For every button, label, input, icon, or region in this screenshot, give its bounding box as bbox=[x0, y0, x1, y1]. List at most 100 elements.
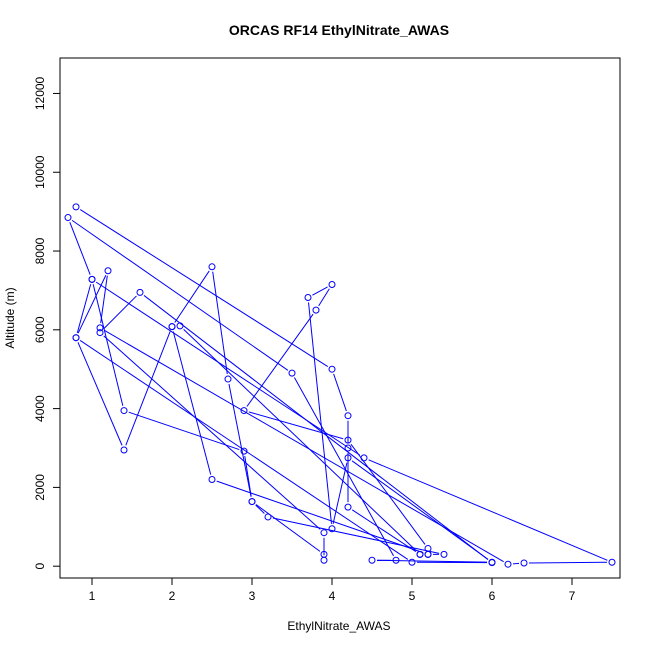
series-segment bbox=[103, 295, 137, 330]
data-point bbox=[320, 529, 328, 537]
data-point bbox=[304, 294, 312, 302]
data-point bbox=[96, 324, 104, 332]
data-point bbox=[88, 275, 96, 283]
data-point bbox=[312, 306, 320, 314]
series-segment bbox=[125, 331, 171, 446]
data-point bbox=[264, 513, 272, 521]
data-point bbox=[520, 559, 528, 567]
x-tick-label: 1 bbox=[89, 589, 96, 603]
series-segment bbox=[128, 411, 240, 451]
series-segment bbox=[92, 284, 124, 406]
y-tick-label: 4000 bbox=[33, 395, 47, 422]
data-point bbox=[504, 560, 512, 568]
x-tick-label: 5 bbox=[409, 589, 416, 603]
data-point bbox=[416, 550, 424, 558]
data-point bbox=[328, 365, 336, 373]
series-segment bbox=[228, 383, 252, 497]
data-point bbox=[344, 444, 352, 452]
series-segment bbox=[255, 504, 265, 514]
series-segment bbox=[95, 281, 361, 456]
x-tick-label: 3 bbox=[249, 589, 256, 603]
data-point bbox=[224, 375, 232, 383]
series-segment bbox=[293, 377, 395, 557]
series-lines bbox=[69, 209, 608, 565]
x-tick-label: 4 bbox=[329, 589, 336, 603]
data-point bbox=[392, 556, 400, 564]
x-tick-label: 2 bbox=[169, 589, 176, 603]
data-point bbox=[328, 281, 336, 289]
series-segment bbox=[351, 460, 489, 560]
y-tick-label: 10000 bbox=[33, 155, 47, 189]
y-axis-label: Altitude (m) bbox=[3, 287, 17, 348]
x-axis-label: EthylNitrate_AWAS bbox=[287, 619, 390, 633]
data-point bbox=[176, 322, 184, 330]
series-segment bbox=[368, 459, 608, 561]
data-point bbox=[72, 203, 80, 211]
series-segment bbox=[351, 509, 417, 553]
data-point bbox=[120, 446, 128, 454]
series-segment bbox=[244, 456, 252, 497]
x-tick-label: 7 bbox=[569, 589, 576, 603]
data-point bbox=[344, 454, 352, 462]
plot-frame bbox=[59, 57, 621, 579]
y-tick-label: 8000 bbox=[33, 237, 47, 264]
data-point bbox=[440, 550, 448, 558]
series-segment bbox=[79, 209, 329, 367]
data-point bbox=[424, 550, 432, 558]
x-tick-label: 6 bbox=[489, 589, 496, 603]
data-point bbox=[120, 407, 128, 415]
data-point bbox=[208, 476, 216, 484]
data-point bbox=[64, 214, 72, 222]
series-segment bbox=[332, 462, 348, 524]
data-point bbox=[344, 503, 352, 511]
series-segment bbox=[104, 329, 504, 563]
series-segment bbox=[174, 270, 210, 323]
data-point bbox=[136, 288, 144, 296]
y-tick-label: 12000 bbox=[33, 76, 47, 110]
series-segment bbox=[172, 331, 212, 475]
data-point bbox=[288, 369, 296, 377]
data-point bbox=[408, 558, 416, 566]
data-point bbox=[240, 447, 248, 455]
series-points bbox=[64, 203, 616, 568]
series-segment bbox=[312, 286, 328, 296]
data-point bbox=[248, 498, 256, 506]
data-point bbox=[240, 407, 248, 415]
y-tick-label: 2000 bbox=[33, 474, 47, 501]
chart-title: ORCAS RF14 EthylNitrate_AWAS bbox=[229, 22, 449, 38]
data-point bbox=[72, 334, 80, 342]
series-segment bbox=[69, 222, 91, 275]
data-point bbox=[328, 525, 336, 533]
series-segment bbox=[103, 335, 321, 530]
series-segment bbox=[318, 288, 330, 307]
series-segment bbox=[71, 219, 289, 371]
series-segment bbox=[216, 480, 424, 554]
data-point bbox=[368, 556, 376, 564]
series-segment bbox=[76, 284, 92, 334]
data-point bbox=[360, 454, 368, 462]
series-segment bbox=[333, 373, 347, 412]
series-segment bbox=[212, 271, 228, 375]
series-segment bbox=[308, 302, 332, 524]
data-point bbox=[344, 436, 352, 444]
data-point bbox=[608, 558, 616, 566]
y-tick-label: 0 bbox=[33, 563, 47, 570]
data-point bbox=[320, 556, 328, 564]
series-segment bbox=[77, 342, 123, 446]
x-axis: 1 2 3 4 5 6 7 bbox=[89, 577, 576, 603]
series-segment bbox=[272, 517, 440, 554]
data-point bbox=[344, 412, 352, 420]
series-segment bbox=[183, 328, 417, 552]
series-segment bbox=[100, 275, 108, 323]
series-segment bbox=[528, 561, 608, 564]
y-axis: 0 2000 4000 6000 8000 10000 12000 bbox=[33, 76, 61, 570]
series-segment bbox=[79, 340, 409, 560]
data-point bbox=[104, 267, 112, 275]
series-segment bbox=[376, 559, 488, 563]
data-point bbox=[320, 550, 328, 558]
series-segment bbox=[246, 313, 314, 407]
series-segment bbox=[77, 275, 107, 334]
data-point bbox=[208, 263, 216, 271]
y-tick-label: 6000 bbox=[33, 316, 47, 343]
